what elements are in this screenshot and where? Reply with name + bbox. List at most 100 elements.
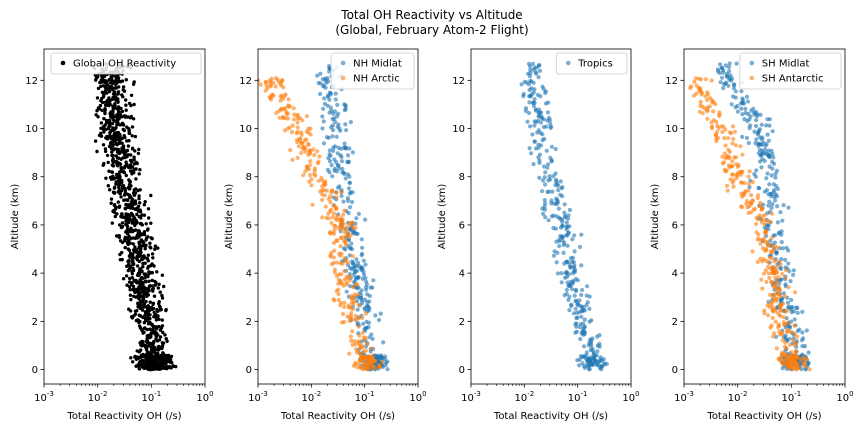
data-point bbox=[328, 105, 333, 110]
data-point bbox=[116, 164, 120, 168]
data-point bbox=[577, 244, 583, 250]
data-point bbox=[531, 90, 536, 95]
data-point bbox=[116, 182, 121, 187]
data-point bbox=[758, 112, 763, 117]
data-point bbox=[717, 70, 722, 76]
data-point bbox=[133, 223, 137, 228]
data-point bbox=[295, 125, 300, 130]
data-point bbox=[779, 277, 784, 282]
data-point bbox=[380, 359, 385, 365]
data-point bbox=[143, 326, 147, 330]
data-point bbox=[332, 116, 337, 121]
data-point bbox=[281, 115, 286, 121]
data-point bbox=[113, 80, 118, 84]
data-point bbox=[320, 197, 325, 202]
data-point bbox=[300, 118, 305, 123]
data-point bbox=[786, 261, 791, 266]
data-point bbox=[757, 127, 763, 132]
data-point bbox=[333, 119, 338, 125]
data-point bbox=[364, 279, 369, 284]
data-point bbox=[602, 362, 607, 367]
data-point bbox=[152, 357, 156, 361]
data-point bbox=[732, 83, 737, 88]
data-point bbox=[748, 123, 753, 128]
data-point bbox=[358, 343, 363, 348]
data-point bbox=[360, 367, 366, 372]
data-point bbox=[160, 324, 165, 328]
data-point bbox=[310, 202, 315, 207]
y-tick-label: 6 bbox=[246, 220, 252, 231]
data-point bbox=[746, 181, 751, 187]
data-point bbox=[759, 277, 764, 282]
data-point bbox=[320, 215, 325, 220]
data-point bbox=[777, 358, 782, 363]
data-point bbox=[110, 170, 115, 174]
data-point bbox=[155, 358, 159, 363]
data-point bbox=[760, 214, 766, 219]
data-point bbox=[128, 180, 132, 184]
data-point bbox=[267, 78, 272, 83]
data-point bbox=[122, 128, 127, 133]
data-point bbox=[765, 132, 770, 137]
data-point bbox=[764, 123, 769, 128]
scatter-points bbox=[92, 61, 178, 372]
data-point bbox=[582, 365, 588, 370]
data-point bbox=[127, 203, 131, 207]
data-point bbox=[100, 108, 104, 113]
data-point bbox=[528, 93, 533, 98]
data-point bbox=[342, 230, 347, 235]
data-point bbox=[558, 233, 563, 239]
data-point bbox=[102, 161, 106, 166]
data-point bbox=[144, 364, 148, 369]
data-point bbox=[340, 223, 345, 228]
data-point bbox=[128, 158, 133, 163]
data-point bbox=[351, 363, 356, 368]
data-point bbox=[535, 118, 541, 123]
x-tick-label: 100 bbox=[836, 390, 853, 404]
data-point bbox=[100, 79, 104, 83]
data-point bbox=[339, 193, 344, 198]
data-point bbox=[733, 143, 739, 148]
data-point bbox=[338, 244, 343, 249]
data-point bbox=[765, 171, 770, 176]
data-point bbox=[129, 195, 133, 199]
data-point bbox=[143, 272, 148, 276]
data-point bbox=[327, 159, 333, 164]
data-point bbox=[572, 249, 577, 254]
data-point bbox=[338, 236, 343, 241]
y-tick-label: 4 bbox=[672, 269, 678, 280]
data-point bbox=[135, 212, 139, 217]
data-point bbox=[739, 89, 744, 94]
data-point bbox=[354, 257, 359, 262]
data-point bbox=[139, 244, 143, 248]
data-point bbox=[160, 341, 165, 345]
data-point bbox=[336, 122, 341, 127]
data-point bbox=[112, 186, 117, 190]
data-point bbox=[769, 235, 774, 241]
data-point bbox=[146, 322, 151, 326]
data-point bbox=[353, 347, 359, 352]
data-point bbox=[573, 306, 578, 311]
data-point bbox=[339, 300, 344, 305]
data-point bbox=[127, 127, 131, 131]
data-point bbox=[355, 365, 360, 370]
data-point bbox=[552, 201, 557, 206]
data-point bbox=[141, 265, 145, 269]
data-point bbox=[109, 201, 113, 205]
data-point bbox=[335, 102, 340, 107]
data-point bbox=[125, 264, 129, 268]
data-point bbox=[108, 111, 112, 116]
data-point bbox=[129, 93, 134, 98]
data-point bbox=[124, 222, 128, 227]
data-point bbox=[751, 106, 756, 111]
data-point bbox=[754, 168, 759, 173]
data-point bbox=[338, 128, 343, 133]
data-point bbox=[113, 105, 117, 109]
data-point bbox=[757, 213, 762, 218]
data-point bbox=[130, 213, 135, 217]
data-point bbox=[367, 356, 372, 361]
data-point bbox=[320, 188, 325, 193]
data-point bbox=[774, 279, 779, 285]
data-point bbox=[764, 188, 770, 193]
data-point bbox=[106, 184, 111, 188]
